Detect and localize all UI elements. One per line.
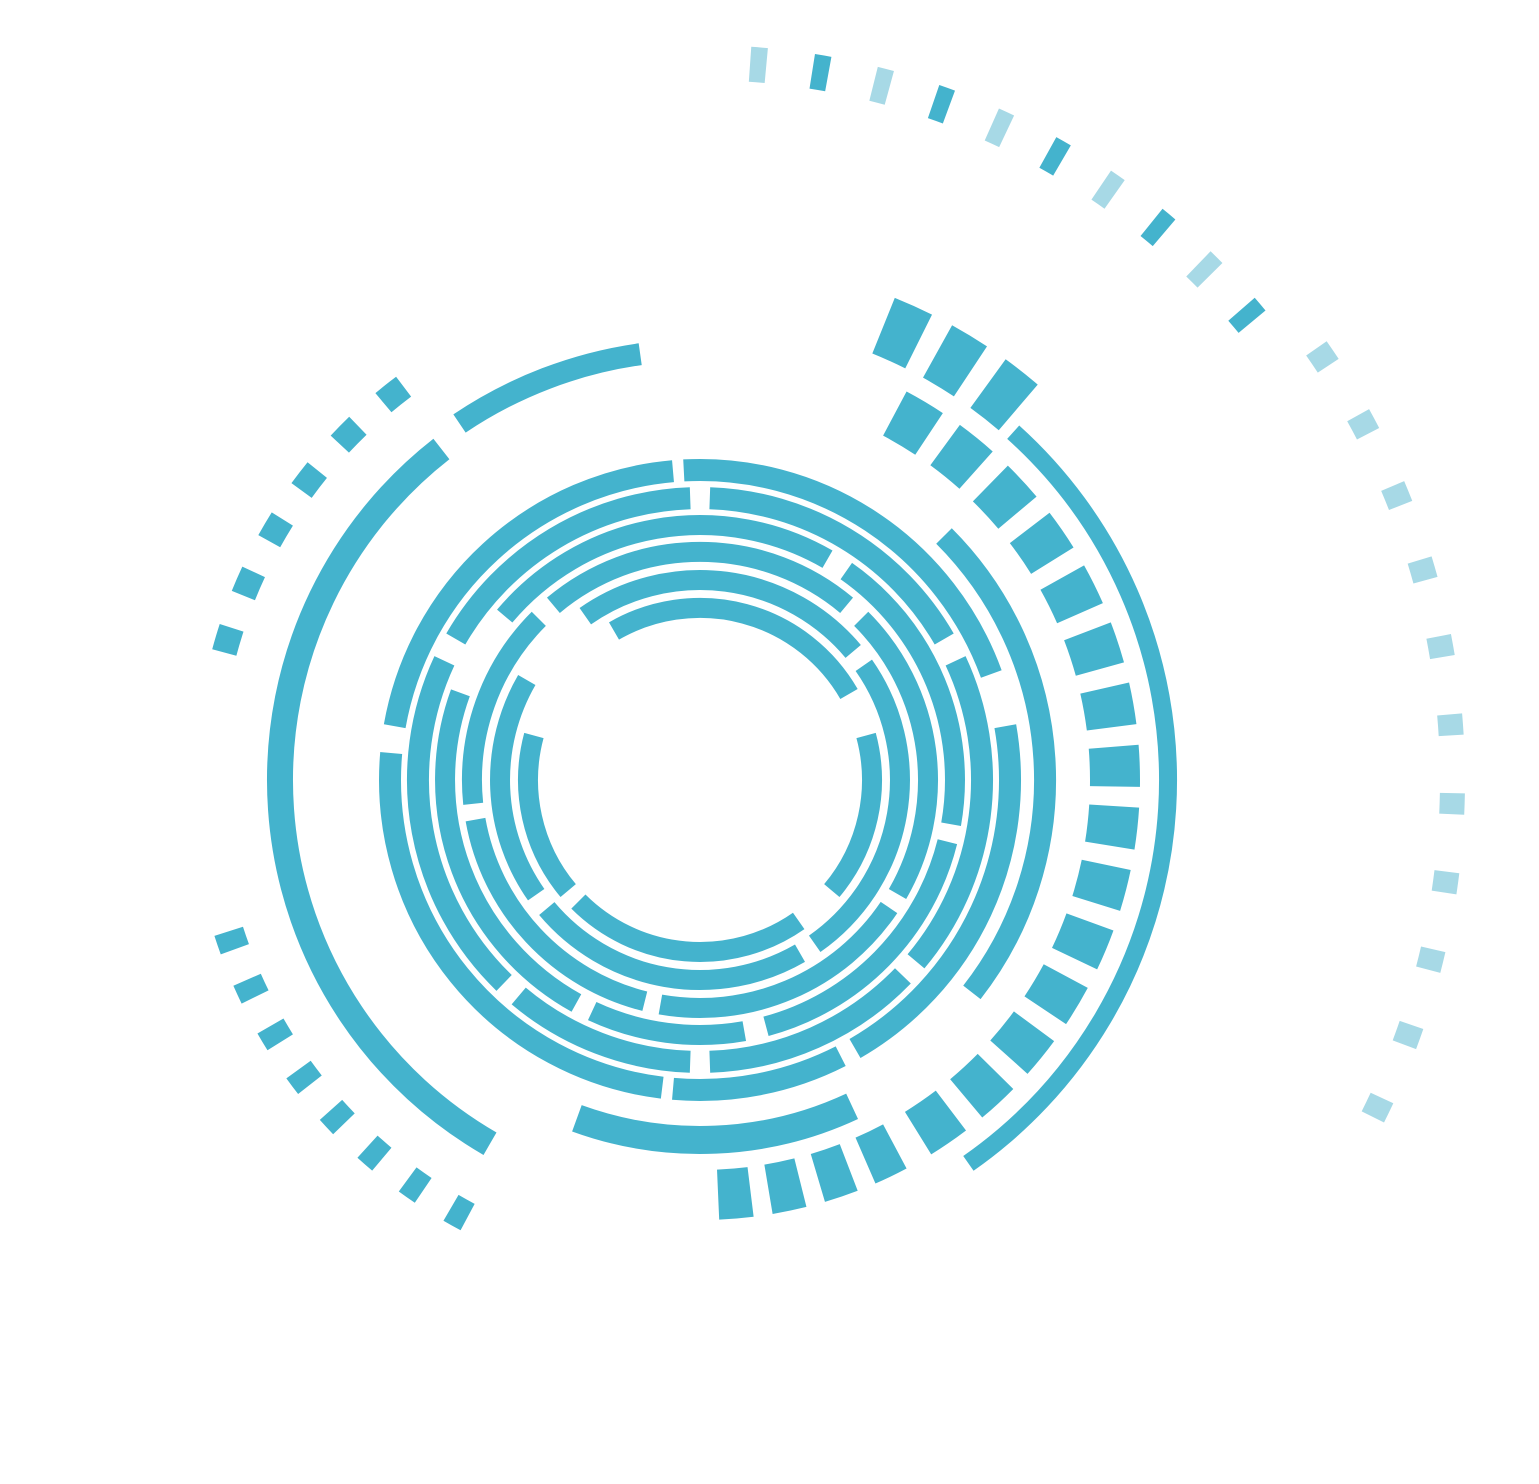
tick-mark — [1407, 556, 1438, 584]
tick-mark — [1186, 251, 1223, 288]
ring-segment — [709, 968, 911, 1073]
ring-segment — [824, 732, 882, 898]
segment-block — [1072, 859, 1131, 911]
tick-mark — [1381, 481, 1413, 510]
tick-mark — [1306, 341, 1339, 373]
ring-segment — [907, 656, 994, 969]
ring-segment — [579, 570, 861, 658]
tick-mark — [257, 1018, 293, 1051]
tick-mark — [375, 376, 412, 413]
ring-segment — [672, 1046, 846, 1101]
ring-segment — [587, 1001, 747, 1045]
tick-mark — [1039, 137, 1071, 176]
ring-segment — [383, 460, 674, 729]
outer-arc — [963, 425, 1178, 1171]
tick-mark — [231, 566, 265, 601]
tick-marks — [212, 46, 1465, 1231]
tick-mark — [1431, 870, 1460, 895]
segment-block — [930, 424, 993, 489]
tick-mark — [398, 1167, 432, 1203]
outer-arc — [453, 343, 642, 433]
ring-segment — [446, 487, 691, 645]
tick-mark — [1426, 634, 1455, 660]
segment-block — [972, 465, 1037, 529]
tick-mark — [748, 46, 768, 83]
tick-mark — [319, 1099, 355, 1135]
ring-segment — [379, 752, 664, 1099]
tick-mark — [357, 1135, 392, 1171]
segment-block — [1088, 744, 1140, 787]
segment-blocks — [717, 297, 1140, 1220]
outer-arcs — [267, 343, 1178, 1171]
segment-block — [990, 1011, 1055, 1074]
ring-segment — [490, 675, 545, 901]
outer-arc — [267, 438, 497, 1155]
tick-mark — [330, 416, 367, 453]
segment-block — [1040, 565, 1103, 624]
ring-segment — [683, 458, 1002, 678]
tick-mark — [233, 973, 269, 1004]
tick-mark — [1140, 208, 1176, 247]
tick-mark — [869, 66, 894, 105]
segment-block — [872, 297, 933, 369]
ring-segment — [658, 901, 898, 1018]
ring-segment — [497, 515, 833, 623]
segment-block — [1064, 622, 1124, 676]
ring-segment — [609, 597, 858, 700]
segment-block — [883, 391, 943, 455]
segment-block — [1009, 512, 1074, 574]
ring-segment — [406, 656, 512, 991]
tick-mark — [258, 512, 293, 548]
ring-segment — [461, 611, 546, 805]
ring-segment — [546, 541, 854, 613]
segment-block — [923, 325, 988, 397]
segment-block — [717, 1167, 754, 1220]
outer-arc — [572, 1093, 859, 1155]
segment-block — [810, 1144, 858, 1202]
segment-block — [970, 359, 1038, 431]
segment-block — [1085, 804, 1140, 850]
tick-mark — [1439, 792, 1465, 815]
ring-segment — [808, 659, 910, 952]
outer-arc — [936, 528, 1057, 1000]
tick-mark — [1416, 946, 1446, 973]
tick-mark — [984, 108, 1015, 148]
ring-segment — [511, 987, 691, 1073]
ring-segment — [571, 894, 805, 962]
segment-block — [1080, 682, 1137, 731]
ring-segment — [840, 562, 965, 827]
ring-segment — [709, 487, 954, 645]
tick-mark — [1361, 1092, 1394, 1123]
ring-segment — [518, 732, 576, 898]
tick-mark — [214, 926, 249, 955]
segment-block — [855, 1124, 907, 1184]
tick-mark — [286, 1060, 322, 1094]
segment-block — [904, 1090, 967, 1155]
tick-mark — [1392, 1020, 1424, 1050]
tick-mark — [212, 623, 244, 656]
tick-mark — [1228, 297, 1266, 333]
segment-block — [1024, 964, 1088, 1025]
tick-mark — [443, 1194, 475, 1231]
segment-block — [950, 1053, 1014, 1118]
ring-segment — [849, 724, 1021, 1059]
ring-segment — [539, 902, 805, 991]
tick-mark — [1437, 713, 1464, 737]
segment-block — [1052, 913, 1114, 970]
inner-rings — [379, 458, 1021, 1101]
ring-segment — [763, 839, 958, 1036]
ring-segment — [435, 689, 582, 1012]
segment-block — [764, 1158, 807, 1214]
tick-mark — [927, 85, 955, 124]
tick-mark — [809, 54, 832, 92]
tick-mark — [1091, 170, 1125, 209]
ring-segment — [465, 817, 648, 1011]
tick-mark — [1347, 409, 1380, 440]
tick-mark — [291, 462, 327, 498]
ring-segment — [854, 611, 938, 899]
